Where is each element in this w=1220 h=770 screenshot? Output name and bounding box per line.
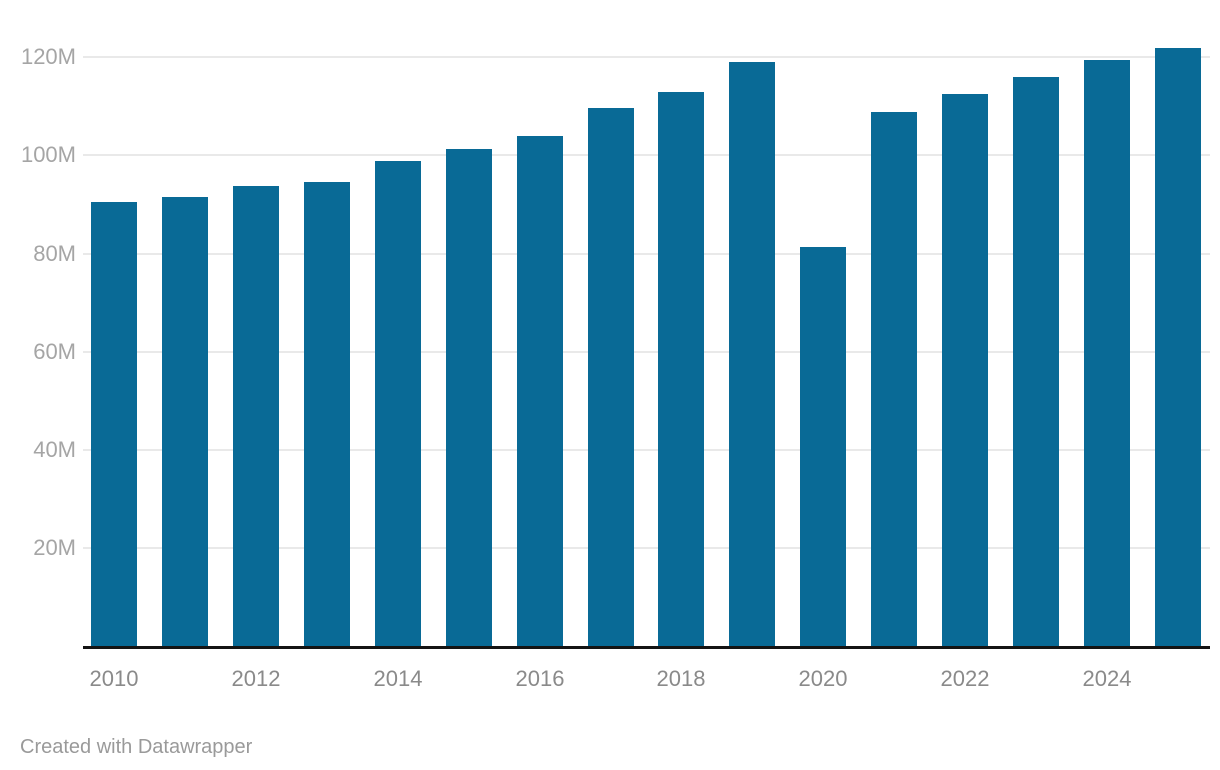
y-tick-label: 100M bbox=[20, 142, 76, 167]
y-gridline-20M bbox=[83, 547, 1210, 549]
y-tick-label: 80M bbox=[33, 241, 76, 266]
y-tick-label: 120M bbox=[20, 44, 76, 69]
x-tick-label-2022: 2022 bbox=[940, 666, 990, 691]
bar-2020 bbox=[800, 247, 846, 646]
bar-2012 bbox=[233, 186, 279, 646]
y-gridline-100M bbox=[83, 154, 1210, 156]
x-tick-label-2014: 2014 bbox=[373, 666, 423, 691]
x-tick-label-2010: 2010 bbox=[89, 666, 139, 691]
y-tick-label: 60M bbox=[33, 339, 76, 364]
bar-2013 bbox=[304, 182, 350, 646]
x-tick-label-2012: 2012 bbox=[231, 666, 281, 691]
x-axis-line bbox=[83, 646, 1210, 649]
y-gridline-120M bbox=[83, 56, 1210, 58]
bar-2023 bbox=[1013, 77, 1059, 646]
bar-2016 bbox=[517, 136, 563, 646]
y-gridline-40M bbox=[83, 449, 1210, 451]
bar-2014 bbox=[375, 161, 421, 646]
y-gridline-60M bbox=[83, 351, 1210, 353]
x-tick-label-2016: 2016 bbox=[515, 666, 565, 691]
bar-2021 bbox=[871, 112, 917, 646]
x-tick-label-2020: 2020 bbox=[798, 666, 848, 691]
bar-2018 bbox=[658, 92, 704, 646]
bar-2017 bbox=[588, 108, 634, 646]
bar-2019 bbox=[729, 62, 775, 646]
y-gridline-80M bbox=[83, 253, 1210, 255]
y-tick-label: 40M bbox=[33, 437, 76, 462]
x-tick-label-2024: 2024 bbox=[1082, 666, 1132, 691]
bar-2025 bbox=[1155, 48, 1201, 646]
bar-2024 bbox=[1084, 60, 1130, 646]
x-tick-label-2018: 2018 bbox=[656, 666, 706, 691]
y-tick-label: 20M bbox=[33, 535, 76, 560]
datawrapper-attribution-link[interactable]: Created with Datawrapper bbox=[20, 736, 253, 758]
bar-2010 bbox=[91, 202, 137, 646]
bar-2022 bbox=[942, 94, 988, 646]
bar-2015 bbox=[446, 149, 492, 646]
bar-2011 bbox=[162, 197, 208, 646]
